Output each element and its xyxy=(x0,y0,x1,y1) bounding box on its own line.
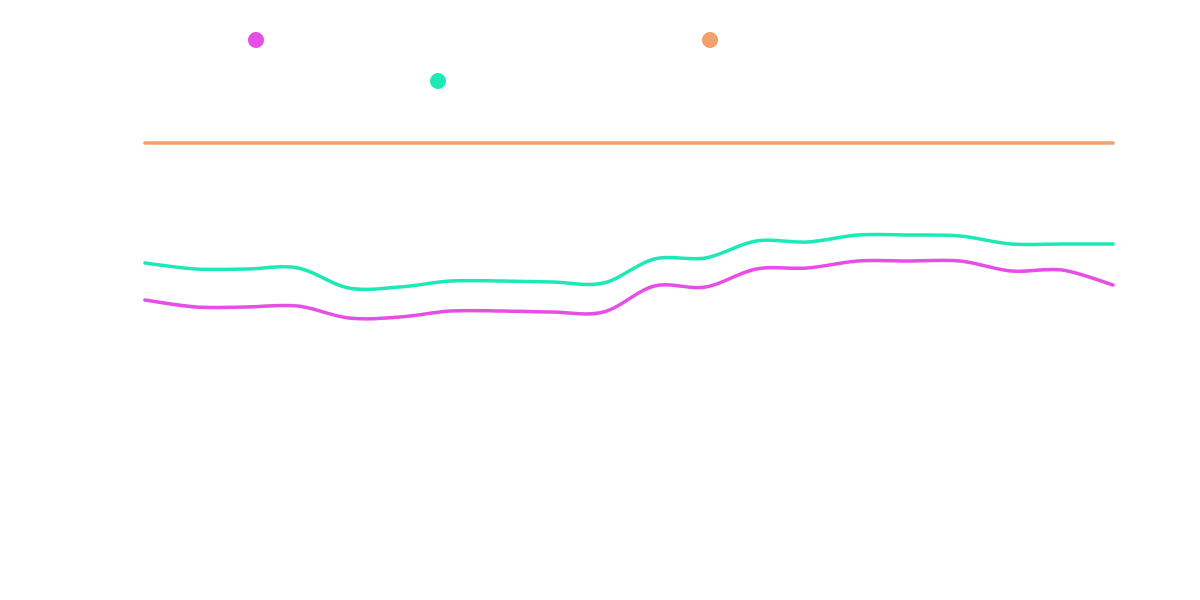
series-line xyxy=(143,258,1115,321)
legend-marker xyxy=(248,32,264,48)
series-line xyxy=(143,232,1115,292)
legend-marker xyxy=(430,73,446,89)
legend-marker xyxy=(702,32,718,48)
